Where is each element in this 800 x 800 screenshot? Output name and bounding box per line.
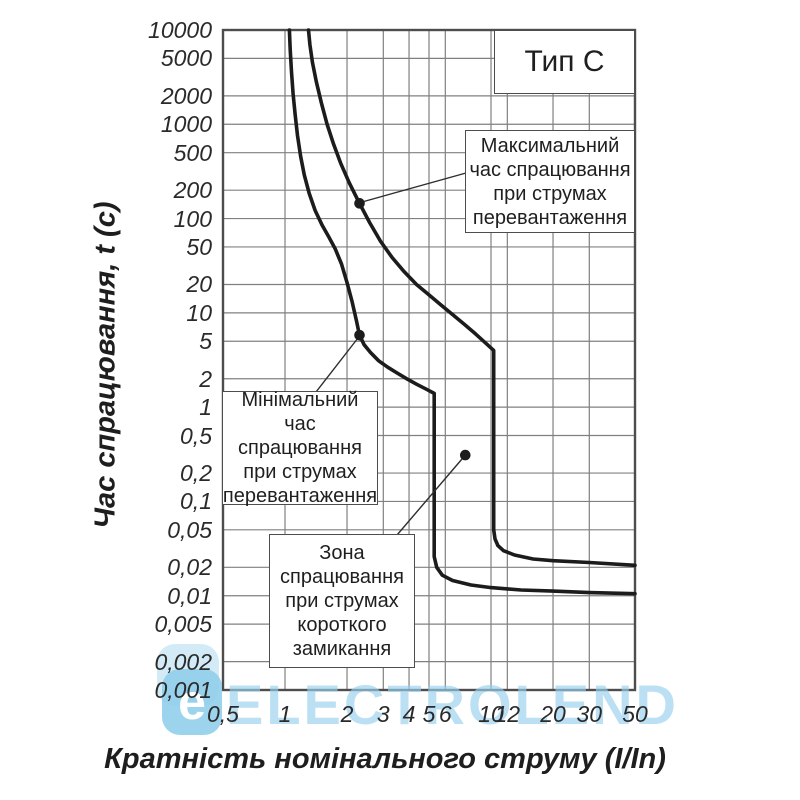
min-trip-annotation-box-dot — [354, 329, 365, 341]
type-c-label-box: Тип С — [494, 30, 635, 94]
plot-border — [221, 28, 637, 692]
y-tick-label: 0,5 — [180, 422, 212, 449]
min-trip-time-curve — [287, 28, 637, 596]
max-trip-annotation-box-text: Максимальний час спрацювання при струмах… — [469, 134, 631, 229]
short-circuit-zone-annotation-box-leader-line — [396, 458, 463, 536]
x-tick-label: 4 — [402, 701, 416, 727]
x-tick-label: 12 — [494, 701, 521, 727]
y-tick-label: 2000 — [160, 82, 212, 109]
x-tick-label: 10 — [478, 701, 504, 727]
y-axis-title: Час спрацювання, t (с) — [89, 201, 122, 529]
y-tick-label: 0,2 — [180, 460, 212, 487]
y-tick-label: 10000 — [148, 17, 212, 43]
y-tick-label: 20 — [186, 271, 212, 298]
trip-curves — [287, 28, 637, 596]
y-tick-label: 0,1 — [180, 488, 212, 515]
min-trip-annotation-box-text: Мінімальний час спрацювання при струмах … — [222, 389, 378, 507]
x-tick-label: 20 — [540, 701, 566, 727]
y-tick-label: 10 — [186, 299, 212, 326]
y-tick-label: 0,02 — [167, 554, 212, 581]
y-tick-label: 5000 — [160, 45, 212, 72]
y-tick-label: 0,05 — [167, 516, 212, 543]
type-c-label-box-text: Тип С — [524, 45, 605, 78]
annotation-leader-lines — [315, 172, 467, 536]
x-tick-label: 3 — [376, 701, 390, 727]
x-tick-label: 6 — [438, 701, 452, 727]
max-trip-time-curve — [306, 28, 637, 568]
y-tick-label: 2 — [199, 365, 212, 392]
y-tick-label: 500 — [173, 139, 212, 166]
x-tick-label: 30 — [576, 701, 603, 727]
y-tick-label: 1000 — [160, 111, 212, 138]
y-tick-label: 200 — [173, 177, 212, 204]
max-trip-annotation-box: Максимальний час спрацювання при струмах… — [465, 130, 635, 233]
x-axis-title: Кратність номінального струму (I/In) — [104, 743, 666, 775]
max-trip-annotation-box-dot — [354, 198, 365, 209]
x-tick-label: 50 — [622, 701, 648, 727]
x-tick-label: 1 — [278, 701, 292, 727]
max-trip-annotation-box-leader-line — [361, 172, 467, 203]
annotation-dots — [354, 198, 471, 461]
short-circuit-zone-annotation-box-text: Зона спрацювання при струмах короткого з… — [280, 542, 404, 660]
x-tick-label: 2 — [340, 701, 354, 727]
y-tick-label: 50 — [186, 233, 212, 260]
min-trip-annotation-box-leader-line — [315, 337, 359, 393]
x-tick-label: 5 — [422, 701, 436, 727]
min-trip-annotation-box: Мінімальний час спрацювання при струмах … — [222, 389, 378, 507]
y-tick-label: 0,002 — [154, 648, 212, 675]
y-tick-label: 0,005 — [154, 611, 212, 638]
y-tick-label: 100 — [173, 205, 212, 232]
short-circuit-zone-annotation-box: Зона спрацювання при струмах короткого з… — [269, 534, 415, 668]
y-tick-label: 0,01 — [167, 582, 212, 609]
short-circuit-zone-annotation-box-dot — [459, 449, 471, 461]
y-tick-label: 5 — [199, 328, 212, 355]
y-tick-label: 1 — [199, 394, 212, 421]
plot-border-rect — [221, 28, 637, 692]
